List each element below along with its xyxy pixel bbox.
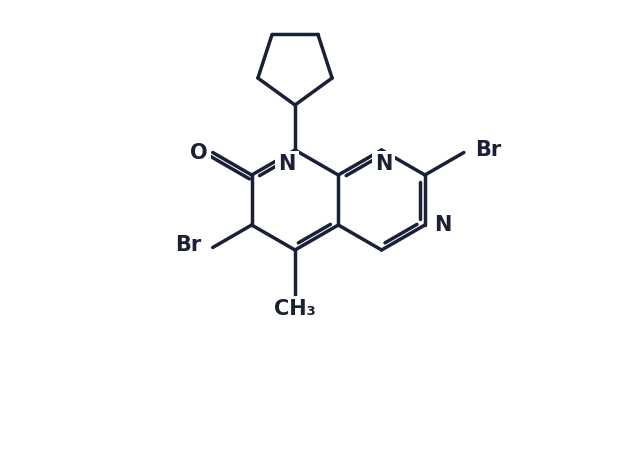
- Text: N: N: [434, 215, 452, 235]
- Text: Br: Br: [175, 235, 202, 254]
- Text: CH₃: CH₃: [274, 299, 316, 319]
- Text: Br: Br: [475, 140, 501, 159]
- Text: N: N: [278, 154, 296, 174]
- Text: N: N: [375, 154, 392, 174]
- Text: O: O: [190, 142, 207, 163]
